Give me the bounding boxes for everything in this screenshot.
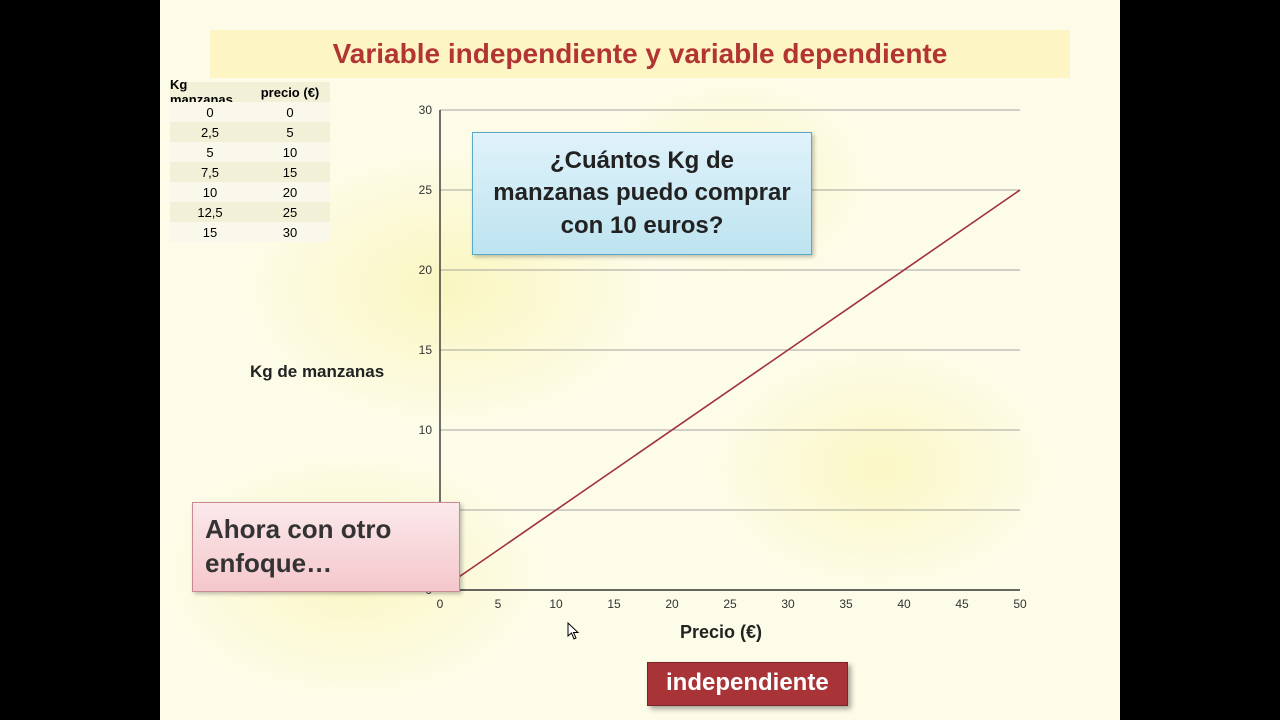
table-row: 2,55 (170, 122, 330, 142)
data-table: Kg manzanasprecio (€)002,555107,51510201… (170, 82, 330, 242)
svg-text:20: 20 (419, 263, 433, 277)
table-cell: 25 (250, 202, 330, 222)
x-axis-label: Precio (€) (680, 622, 762, 643)
table-header: Kg manzanas (170, 82, 250, 102)
svg-text:10: 10 (549, 597, 563, 611)
table-cell: 0 (250, 102, 330, 122)
svg-text:10: 10 (419, 423, 433, 437)
table-cell: 0 (170, 102, 250, 122)
table-header: precio (€) (250, 82, 330, 102)
table-cell: 15 (250, 162, 330, 182)
svg-text:45: 45 (955, 597, 969, 611)
table-cell: 2,5 (170, 122, 250, 142)
table-cell: 12,5 (170, 202, 250, 222)
svg-text:15: 15 (607, 597, 621, 611)
table-row: 510 (170, 142, 330, 162)
slide: Variable independiente y variable depend… (160, 0, 1120, 720)
approach-note: Ahora con otro enfoque… (192, 502, 460, 592)
table-row: 7,515 (170, 162, 330, 182)
table-row: 1020 (170, 182, 330, 202)
cursor-icon (567, 622, 581, 640)
table-cell: 5 (170, 142, 250, 162)
table-row: 00 (170, 102, 330, 122)
svg-text:15: 15 (419, 343, 433, 357)
svg-text:40: 40 (897, 597, 911, 611)
y-axis-label: Kg de manzanas (250, 362, 384, 382)
table-row: 1530 (170, 222, 330, 242)
title-band: Variable independiente y variable depend… (210, 30, 1070, 78)
svg-text:0: 0 (437, 597, 444, 611)
svg-text:30: 30 (781, 597, 795, 611)
table-cell: 20 (250, 182, 330, 202)
table-cell: 7,5 (170, 162, 250, 182)
svg-text:5: 5 (495, 597, 502, 611)
svg-text:25: 25 (723, 597, 737, 611)
table-cell: 10 (170, 182, 250, 202)
question-callout: ¿Cuántos Kg de manzanas puedo comprar co… (472, 132, 812, 255)
svg-text:50: 50 (1013, 597, 1027, 611)
table-row: 12,525 (170, 202, 330, 222)
table-cell: 15 (170, 222, 250, 242)
svg-text:25: 25 (419, 183, 433, 197)
svg-text:20: 20 (665, 597, 679, 611)
variable-badge: independiente (647, 662, 848, 706)
table-cell: 5 (250, 122, 330, 142)
svg-text:35: 35 (839, 597, 853, 611)
page-title: Variable independiente y variable depend… (333, 38, 948, 70)
svg-text:30: 30 (419, 103, 433, 117)
table-cell: 30 (250, 222, 330, 242)
table-cell: 10 (250, 142, 330, 162)
